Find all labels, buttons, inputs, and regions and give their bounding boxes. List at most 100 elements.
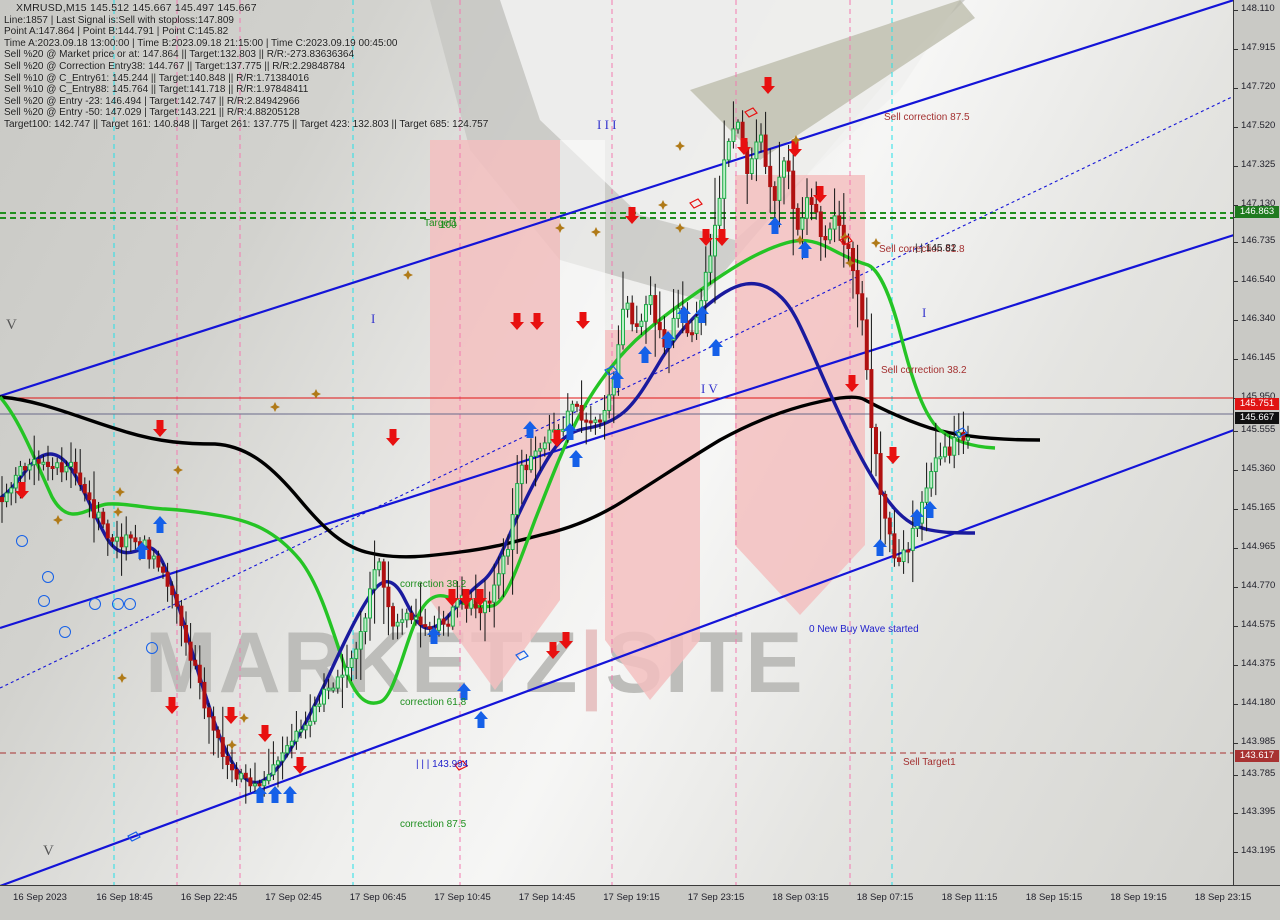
- candle-body: [717, 197, 722, 226]
- wave-point-circle: [16, 535, 28, 547]
- candle-body: [82, 483, 87, 494]
- buy-arrow-up-icon: [569, 450, 583, 467]
- candle-body: [731, 128, 736, 142]
- candle-body: [542, 442, 547, 450]
- time-tick-label: 17 Sep 14:45: [518, 892, 576, 903]
- candle-body: [271, 764, 276, 776]
- buy-arrow-up-icon: [768, 217, 782, 234]
- chart-overlay-graphics: [0, 0, 1234, 886]
- buy-arrow-up-icon: [283, 786, 297, 803]
- wave-zone-olive: [690, 0, 975, 160]
- candle-body: [253, 783, 257, 787]
- candle-body: [170, 585, 175, 596]
- wave-point-circle: [146, 642, 158, 654]
- candle-body: [763, 134, 768, 167]
- candle-body: [570, 403, 575, 412]
- star-marker: [555, 223, 565, 233]
- chart-plot-area[interactable]: MARKETZ|SITE XMRUSD,M15 145.512 145.667 …: [0, 0, 1234, 886]
- time-tick-label: 18 Sep 15:15: [1025, 892, 1083, 903]
- candle-body: [722, 159, 727, 199]
- star-marker: [311, 389, 321, 399]
- candle-body: [9, 487, 14, 494]
- candle-body: [248, 777, 253, 787]
- price-tick-label: 145.555: [1241, 424, 1276, 435]
- buy-arrow-up-icon: [638, 346, 652, 363]
- annotation-tit-level: | | | 143.994: [416, 759, 469, 770]
- buy-arrow-up-icon: [457, 683, 471, 700]
- star-marker: [591, 227, 601, 237]
- candle-body: [593, 419, 598, 423]
- candle-body: [745, 149, 750, 174]
- candle-body: [441, 618, 446, 625]
- candle-body: [207, 707, 211, 718]
- candle-body: [124, 534, 129, 548]
- price-axis[interactable]: 148.110 147.915 147.720 147.520 147.325 147.1…: [1233, 0, 1280, 886]
- sell-arrow-down-icon: [813, 186, 827, 203]
- candle-body: [64, 466, 69, 473]
- candle-body: [754, 141, 759, 160]
- star-marker: [115, 487, 125, 497]
- candle-body: [308, 720, 313, 726]
- time-tick-label: 18 Sep 19:15: [1110, 892, 1167, 903]
- candle-body: [851, 247, 855, 272]
- candle-body: [78, 472, 83, 485]
- candle-body: [575, 403, 579, 407]
- price-tick-label: 145.950: [1241, 391, 1276, 402]
- info-line-5: Sell %10 @ C_Entry61: 145.244 || Target:…: [4, 72, 309, 84]
- star-marker: [173, 465, 183, 475]
- buy-arrow-up-icon: [610, 371, 624, 388]
- sell-arrow-down-icon: [386, 429, 400, 446]
- sell-arrow-down-icon: [546, 642, 560, 659]
- price-tick-label: 144.965: [1241, 541, 1276, 552]
- buy-arrow-up-icon: [910, 509, 924, 526]
- price-tick-label: 143.985: [1241, 736, 1276, 747]
- regression-channel: [0, 0, 1234, 886]
- price-tick-label: 148.110: [1241, 3, 1275, 14]
- candle-body: [648, 295, 653, 306]
- candle-body: [266, 774, 271, 782]
- candle-body: [547, 429, 552, 444]
- star-marker: [117, 673, 127, 683]
- candle-body: [41, 461, 46, 465]
- annotation-correction-875: correction 87.5: [400, 819, 467, 830]
- candle-body: [653, 295, 658, 323]
- star-marker: [791, 135, 801, 145]
- candle-body: [906, 549, 911, 553]
- candle-body: [524, 464, 529, 471]
- price-tick-label: 146.540: [1241, 274, 1276, 285]
- candle-body: [395, 621, 400, 627]
- wave-point-circle: [124, 598, 136, 610]
- time-tick-label: 16 Sep 2023: [13, 892, 67, 903]
- candle-body: [55, 462, 60, 469]
- candle-body: [483, 600, 487, 614]
- candle-body: [690, 332, 694, 336]
- time-axis[interactable]: 16 Sep 2023 16 Sep 18:45 16 Sep 22:45 17 Se…: [0, 885, 1280, 920]
- star-marker: [239, 713, 249, 723]
- candle-body: [391, 606, 395, 627]
- candle-body: [496, 573, 501, 586]
- buy-arrow-up-icon: [661, 331, 675, 348]
- star-marker: [845, 258, 855, 268]
- candle-body: [478, 607, 483, 614]
- candle-body: [331, 687, 336, 691]
- candle-body: [795, 207, 800, 230]
- annotation-sell-correction-875: Sell correction 87.5: [884, 112, 970, 123]
- candle-body: [294, 730, 299, 742]
- wave-label-i-left: I: [371, 311, 376, 326]
- star-marker: [675, 223, 685, 233]
- candle-body: [897, 557, 901, 563]
- candle-body: [809, 197, 814, 205]
- buy-arrow-up-icon: [268, 786, 282, 803]
- candle-body: [345, 667, 349, 676]
- annotation-sell-correction-382: Sell correction 38.2: [881, 365, 967, 376]
- sell-arrow-down-icon: [153, 420, 167, 437]
- candle-body: [280, 752, 285, 762]
- info-line-9: Target100: 142.747 || Target 161: 140.84…: [4, 118, 489, 130]
- candle-body: [607, 394, 612, 411]
- wave-point-circle: [38, 595, 50, 607]
- info-line-3: Sell %20 @ Market price or at: 147.864 |…: [4, 49, 355, 61]
- wave-label-v-top: V: [6, 317, 17, 333]
- time-tick-label: 17 Sep 02:45: [265, 892, 322, 903]
- flag-marker: [454, 760, 468, 771]
